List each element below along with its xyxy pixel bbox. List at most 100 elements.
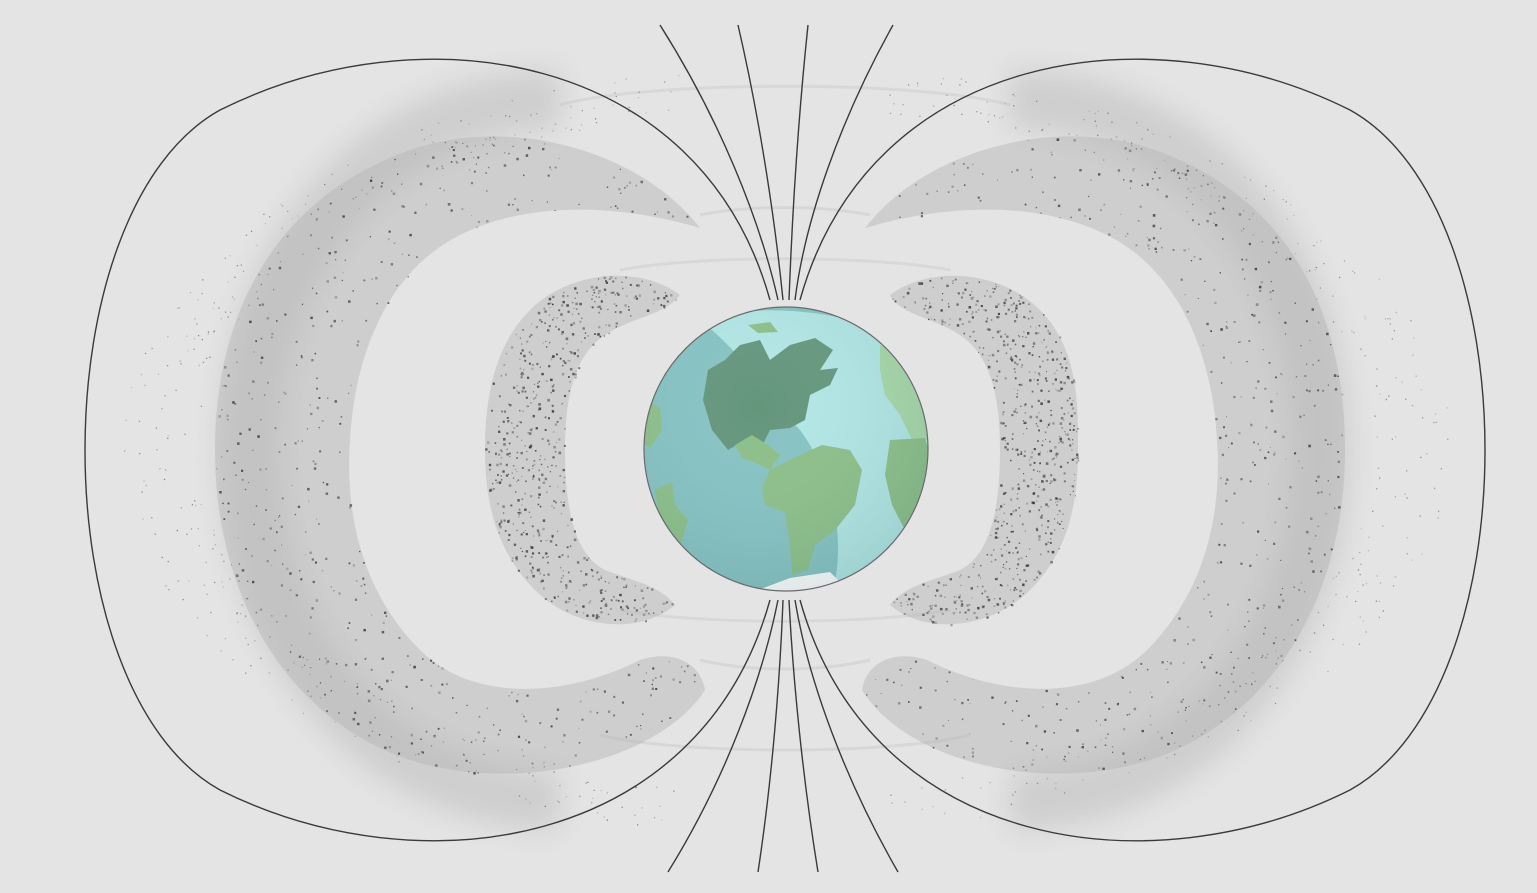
particle-speck xyxy=(558,451,562,455)
particle-speck xyxy=(562,504,565,507)
particle-speck xyxy=(1338,506,1341,509)
particle-speck xyxy=(334,250,337,254)
particle-speck xyxy=(1029,548,1031,550)
particle-speck xyxy=(1017,453,1020,456)
particle-speck xyxy=(1255,387,1257,390)
particle-speck xyxy=(1060,407,1063,409)
particle-speck xyxy=(1017,563,1020,566)
particle-speck xyxy=(536,529,540,532)
particle-speck xyxy=(600,789,602,792)
particle-speck xyxy=(1308,444,1311,448)
particle-speck xyxy=(610,291,613,294)
particle-speck xyxy=(530,547,532,549)
particle-speck xyxy=(203,584,205,586)
particle-speck xyxy=(544,746,546,749)
particle-speck xyxy=(1273,189,1275,192)
particle-speck xyxy=(1041,341,1043,343)
particle-speck xyxy=(326,280,329,283)
particle-speck xyxy=(311,359,314,362)
particle-speck xyxy=(408,254,410,256)
particle-speck xyxy=(532,414,535,418)
particle-speck xyxy=(987,598,991,602)
particle-speck xyxy=(517,391,520,394)
particle-speck xyxy=(376,302,378,305)
particle-speck xyxy=(339,422,342,425)
particle-speck xyxy=(1053,463,1056,466)
particle-speck xyxy=(1073,412,1076,415)
particle-speck xyxy=(497,474,499,476)
particle-speck xyxy=(1235,690,1237,693)
particle-speck xyxy=(1078,701,1080,703)
particle-speck xyxy=(1056,500,1059,503)
particle-speck xyxy=(970,587,973,590)
particle-speck xyxy=(1051,351,1054,354)
particle-speck xyxy=(1252,461,1254,464)
particle-speck xyxy=(693,681,696,683)
particle-speck xyxy=(1089,217,1091,220)
particle-speck xyxy=(1186,197,1188,199)
particle-speck xyxy=(180,363,182,365)
particle-speck xyxy=(1186,211,1188,213)
particle-speck xyxy=(1035,745,1037,747)
particle-speck xyxy=(958,318,962,321)
particle-speck xyxy=(489,139,491,141)
particle-speck xyxy=(568,601,570,603)
particle-speck xyxy=(941,299,943,301)
particle-speck xyxy=(240,264,242,266)
particle-speck xyxy=(227,374,230,377)
particle-speck xyxy=(572,372,575,376)
particle-speck xyxy=(255,291,258,293)
particle-speck xyxy=(518,514,520,516)
particle-speck xyxy=(1105,737,1107,739)
particle-speck xyxy=(475,739,477,741)
particle-speck xyxy=(314,462,317,466)
particle-speck xyxy=(1006,522,1008,525)
particle-speck xyxy=(1002,413,1004,416)
particle-speck xyxy=(498,532,500,534)
particle-speck xyxy=(1286,257,1289,260)
particle-speck xyxy=(568,390,570,392)
particle-speck xyxy=(600,300,603,303)
particle-speck xyxy=(167,335,169,338)
particle-speck xyxy=(501,479,503,481)
particle-speck xyxy=(1280,654,1283,657)
particle-speck xyxy=(563,481,565,484)
particle-speck xyxy=(317,208,320,211)
particle-speck xyxy=(515,333,518,336)
particle-speck xyxy=(1275,252,1277,254)
particle-speck xyxy=(1049,541,1052,544)
particle-speck xyxy=(1026,427,1028,430)
particle-speck xyxy=(1060,440,1062,443)
particle-speck xyxy=(1064,370,1066,372)
particle-speck xyxy=(608,582,610,584)
particle-speck xyxy=(987,365,991,369)
particle-speck xyxy=(1269,446,1271,448)
particle-speck xyxy=(1016,493,1019,495)
particle-speck xyxy=(552,431,555,433)
particle-speck xyxy=(1375,385,1378,387)
particle-speck xyxy=(1295,376,1298,378)
particle-speck xyxy=(942,584,945,587)
particle-speck xyxy=(1147,129,1149,131)
particle-speck xyxy=(1120,213,1122,215)
particle-speck xyxy=(961,603,964,606)
particle-speck xyxy=(524,508,527,511)
particle-speck xyxy=(542,342,544,344)
particle-speck xyxy=(305,531,307,533)
particle-speck xyxy=(1058,390,1061,392)
particle-speck xyxy=(1223,426,1225,429)
particle-speck xyxy=(571,313,574,315)
particle-speck xyxy=(686,215,689,218)
particle-speck xyxy=(502,505,505,508)
particle-speck xyxy=(528,362,531,365)
particle-speck xyxy=(291,699,293,701)
particle-speck xyxy=(1309,270,1311,272)
particle-speck xyxy=(1030,478,1033,480)
particle-speck xyxy=(981,592,984,595)
particle-speck xyxy=(664,292,666,294)
particle-speck xyxy=(1132,170,1135,172)
particle-speck xyxy=(1139,758,1141,761)
particle-speck xyxy=(1069,444,1072,447)
particle-speck xyxy=(1308,552,1310,555)
particle-speck xyxy=(1378,600,1380,603)
